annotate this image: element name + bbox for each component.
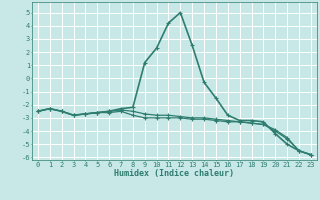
X-axis label: Humidex (Indice chaleur): Humidex (Indice chaleur) — [115, 169, 234, 178]
